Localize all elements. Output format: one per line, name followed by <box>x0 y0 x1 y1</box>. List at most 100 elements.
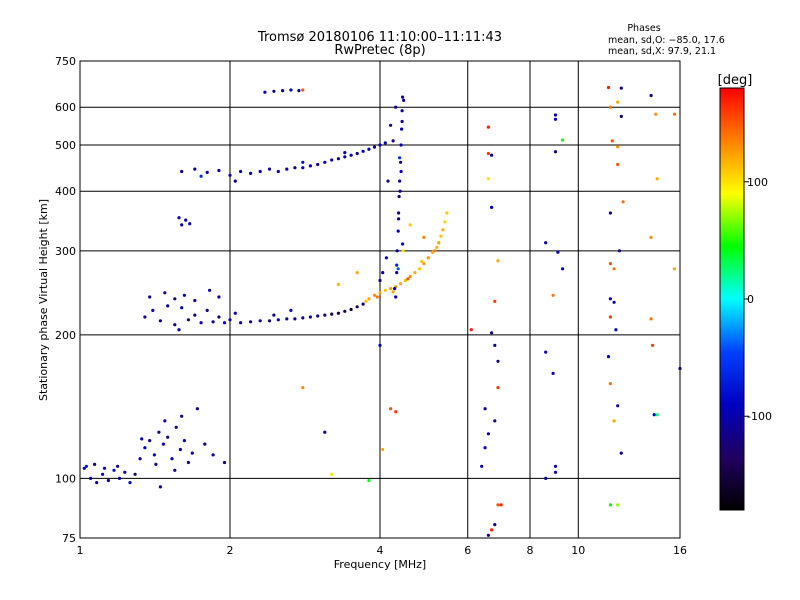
data-point <box>386 179 390 183</box>
data-point <box>193 167 197 171</box>
data-point <box>133 472 137 476</box>
data-point <box>276 169 280 174</box>
data-point <box>561 267 565 271</box>
data-point <box>445 211 449 215</box>
data-point <box>400 119 404 124</box>
data-point <box>188 222 192 226</box>
colorbar-gradient <box>719 87 745 511</box>
data-point <box>180 169 184 174</box>
data-point <box>301 386 305 390</box>
data-point <box>397 211 401 215</box>
data-point <box>608 297 613 301</box>
plot-frame <box>79 60 681 539</box>
data-point <box>381 271 385 275</box>
data-point <box>301 160 305 164</box>
data-point <box>493 419 497 423</box>
data-point <box>152 453 156 457</box>
data-point <box>182 439 186 443</box>
data-point <box>397 194 401 199</box>
data-point <box>496 386 500 390</box>
data-point <box>435 245 439 249</box>
data-point <box>361 149 365 153</box>
data-point <box>439 234 443 238</box>
data-point <box>112 468 116 472</box>
data-point <box>486 125 490 129</box>
data-point <box>323 430 327 434</box>
chart-title: Tromsø 20180106 11:10:00–11:11:43 <box>257 30 502 45</box>
data-point <box>193 298 197 303</box>
colorbar-tick-label: 0 <box>747 293 754 306</box>
data-point <box>128 481 132 485</box>
data-point <box>180 223 184 227</box>
data-point <box>649 93 653 98</box>
data-point <box>93 462 97 466</box>
data-point <box>343 155 347 159</box>
data-point <box>551 293 555 297</box>
data-point <box>355 271 359 275</box>
data-point <box>553 117 558 121</box>
data-point <box>403 278 408 283</box>
data-point <box>355 151 359 156</box>
data-point <box>654 112 658 116</box>
data-point <box>102 466 107 470</box>
data-point <box>561 138 565 142</box>
colorbar-tick-label: 100 <box>747 176 768 189</box>
data-point <box>148 295 152 299</box>
y-axis-label: Stationary phase Virtual Height [km] <box>37 199 50 401</box>
data-point <box>389 123 393 127</box>
data-point <box>606 355 611 359</box>
data-point <box>480 464 484 468</box>
data-point <box>401 242 405 246</box>
data-point <box>170 457 174 461</box>
data-point <box>399 282 403 286</box>
data-point <box>544 241 548 245</box>
data-point <box>239 169 243 174</box>
data-point <box>151 308 155 312</box>
data-point <box>148 439 152 443</box>
data-point <box>249 171 253 175</box>
data-point <box>276 318 280 322</box>
data-point <box>281 89 285 93</box>
data-point <box>208 288 212 292</box>
data-point <box>381 447 385 452</box>
data-point <box>349 307 353 312</box>
data-point <box>649 235 653 239</box>
data-point <box>655 413 659 417</box>
data-point <box>263 90 267 94</box>
data-point <box>222 460 227 465</box>
data-point <box>394 410 398 414</box>
data-point <box>272 313 276 317</box>
data-point <box>158 485 162 489</box>
data-point <box>672 267 677 271</box>
data-point <box>195 407 199 411</box>
data-point <box>395 249 399 253</box>
data-point <box>372 293 377 297</box>
data-point <box>486 151 490 156</box>
data-point <box>486 177 490 181</box>
data-point <box>184 218 188 222</box>
data-point <box>186 318 190 322</box>
data-point <box>383 288 387 292</box>
data-point <box>143 315 147 319</box>
x-axis-ticks: 1 2 4 6 8 10 16 <box>77 544 688 557</box>
data-point <box>180 414 184 418</box>
data-point <box>437 241 441 245</box>
data-point <box>490 528 494 532</box>
data-point <box>316 314 320 318</box>
data-point <box>364 299 368 303</box>
data-point <box>173 297 177 301</box>
data-point <box>123 470 127 474</box>
data-point <box>399 143 403 147</box>
data-point <box>95 481 99 485</box>
data-point <box>361 302 365 306</box>
data-points <box>82 85 682 537</box>
data-point <box>400 127 404 131</box>
data-point <box>399 169 403 174</box>
data-point <box>401 95 405 99</box>
data-point <box>553 464 558 468</box>
data-point <box>89 476 93 480</box>
data-point <box>301 88 305 92</box>
x-tick-label: 6 <box>464 544 471 557</box>
data-point <box>193 313 197 317</box>
data-point <box>408 274 412 279</box>
